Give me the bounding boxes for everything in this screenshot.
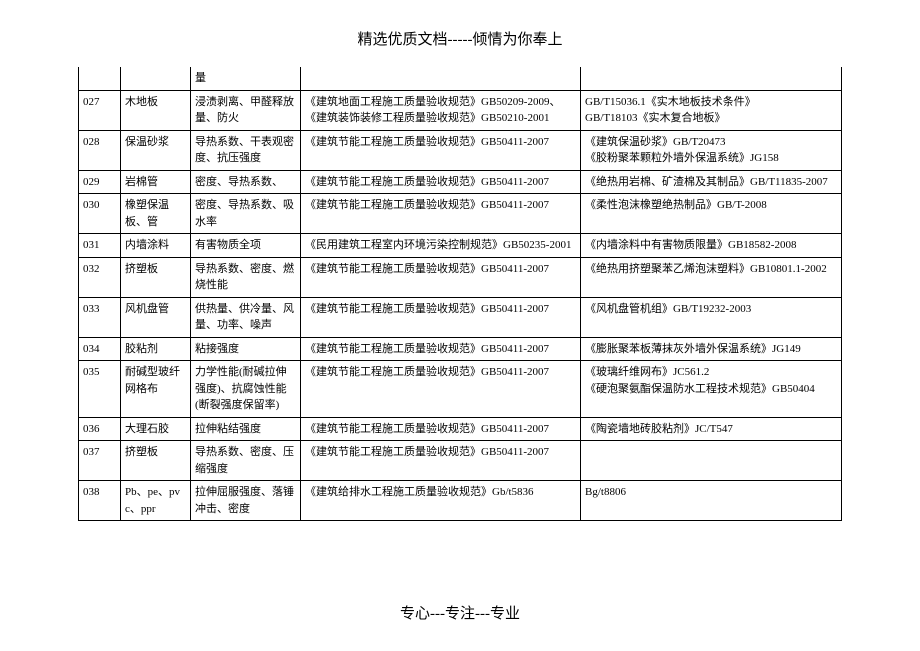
table-row: 030橡塑保温板、管密度、导热系数、吸水率《建筑节能工程施工质量验收规范》GB5… bbox=[79, 194, 842, 234]
table-row: 量 bbox=[79, 67, 842, 90]
table-cell: 《建筑节能工程施工质量验收规范》GB50411-2007 bbox=[301, 257, 581, 297]
table-cell: 035 bbox=[79, 361, 121, 418]
table-cell: 《风机盘管机组》GB/T19232-2003 bbox=[581, 297, 842, 337]
table-cell: 导热系数、干表观密度、抗压强度 bbox=[191, 130, 301, 170]
table-cell: 有害物质全项 bbox=[191, 234, 301, 258]
table-container: 量027木地板浸渍剥离、甲醛释放量、防火《建筑地面工程施工质量验收规范》GB50… bbox=[78, 67, 842, 521]
table-row: 034胶粘剂粘接强度《建筑节能工程施工质量验收规范》GB50411-2007《膨… bbox=[79, 337, 842, 361]
table-cell: 《绝热用岩棉、矿渣棉及其制品》GB/T11835-2007 bbox=[581, 170, 842, 194]
table-cell bbox=[581, 67, 842, 90]
table-cell: 《玻璃纤维网布》JC561.2《硬泡聚氨酯保温防水工程技术规范》GB50404 bbox=[581, 361, 842, 418]
table-cell: 《内墙涂料中有害物质限量》GB18582-2008 bbox=[581, 234, 842, 258]
table-cell: 密度、导热系数、吸水率 bbox=[191, 194, 301, 234]
table-cell: 《建筑节能工程施工质量验收规范》GB50411-2007 bbox=[301, 361, 581, 418]
table-cell: 橡塑保温板、管 bbox=[121, 194, 191, 234]
table-cell: 量 bbox=[191, 67, 301, 90]
table-row: 027木地板浸渍剥离、甲醛释放量、防火《建筑地面工程施工质量验收规范》GB502… bbox=[79, 90, 842, 130]
table-cell: 风机盘管 bbox=[121, 297, 191, 337]
table-cell bbox=[301, 67, 581, 90]
table-cell: 拉伸屈服强度、落锤冲击、密度 bbox=[191, 481, 301, 521]
table-cell: 供热量、供冷量、风量、功率、噪声 bbox=[191, 297, 301, 337]
table-cell: 密度、导热系数、 bbox=[191, 170, 301, 194]
table-cell: 031 bbox=[79, 234, 121, 258]
table-cell: 粘接强度 bbox=[191, 337, 301, 361]
table-cell: 浸渍剥离、甲醛释放量、防火 bbox=[191, 90, 301, 130]
table-cell: 034 bbox=[79, 337, 121, 361]
table-cell: 胶粘剂 bbox=[121, 337, 191, 361]
table-cell: Bg/t8806 bbox=[581, 481, 842, 521]
table-cell: 内墙涂料 bbox=[121, 234, 191, 258]
table-cell bbox=[121, 67, 191, 90]
table-cell: 力学性能(耐碱拉伸强度)、抗腐蚀性能(断裂强度保留率) bbox=[191, 361, 301, 418]
table-row: 031内墙涂料有害物质全项《民用建筑工程室内环境污染控制规范》GB50235-2… bbox=[79, 234, 842, 258]
table-row: 035耐碱型玻纤网格布力学性能(耐碱拉伸强度)、抗腐蚀性能(断裂强度保留率)《建… bbox=[79, 361, 842, 418]
table-cell: 挤塑板 bbox=[121, 441, 191, 481]
table-cell: 《建筑节能工程施工质量验收规范》GB50411-2007 bbox=[301, 417, 581, 441]
table-row: 028保温砂浆导热系数、干表观密度、抗压强度《建筑节能工程施工质量验收规范》GB… bbox=[79, 130, 842, 170]
table-cell bbox=[79, 67, 121, 90]
table-row: 038Pb、pe、pvc、ppr拉伸屈服强度、落锤冲击、密度《建筑给排水工程施工… bbox=[79, 481, 842, 521]
table-cell: 《建筑节能工程施工质量验收规范》GB50411-2007 bbox=[301, 441, 581, 481]
table-row: 036大理石胶拉伸粘结强度《建筑节能工程施工质量验收规范》GB50411-200… bbox=[79, 417, 842, 441]
table-cell: 037 bbox=[79, 441, 121, 481]
table-cell: 拉伸粘结强度 bbox=[191, 417, 301, 441]
table-cell: 保温砂浆 bbox=[121, 130, 191, 170]
table-cell: 《建筑节能工程施工质量验收规范》GB50411-2007 bbox=[301, 170, 581, 194]
table-cell: 《建筑地面工程施工质量验收规范》GB50209-2009、《建筑装饰装修工程质量… bbox=[301, 90, 581, 130]
table-cell: 029 bbox=[79, 170, 121, 194]
table-cell: 030 bbox=[79, 194, 121, 234]
table-row: 032挤塑板导热系数、密度、燃烧性能《建筑节能工程施工质量验收规范》GB5041… bbox=[79, 257, 842, 297]
table-cell: 挤塑板 bbox=[121, 257, 191, 297]
table-cell: 《建筑节能工程施工质量验收规范》GB50411-2007 bbox=[301, 337, 581, 361]
table-row: 037挤塑板导热系数、密度、压缩强度《建筑节能工程施工质量验收规范》GB5041… bbox=[79, 441, 842, 481]
table-cell: 《建筑给排水工程施工质量验收规范》Gb/t5836 bbox=[301, 481, 581, 521]
table-cell: 《柔性泡沫橡塑绝热制品》GB/T-2008 bbox=[581, 194, 842, 234]
table-cell: 《民用建筑工程室内环境污染控制规范》GB50235-2001 bbox=[301, 234, 581, 258]
table-cell: 《建筑保温砂浆》GB/T20473《胶粉聚苯颗粒外墙外保温系统》JG158 bbox=[581, 130, 842, 170]
table-cell: Pb、pe、pvc、ppr bbox=[121, 481, 191, 521]
table-cell: 耐碱型玻纤网格布 bbox=[121, 361, 191, 418]
table-cell: GB/T15036.1《实木地板技术条件》GB/T18103《实木复合地板》 bbox=[581, 90, 842, 130]
table-cell: 岩棉管 bbox=[121, 170, 191, 194]
table-row: 029岩棉管密度、导热系数、《建筑节能工程施工质量验收规范》GB50411-20… bbox=[79, 170, 842, 194]
table-cell: 038 bbox=[79, 481, 121, 521]
table-row: 033风机盘管供热量、供冷量、风量、功率、噪声《建筑节能工程施工质量验收规范》G… bbox=[79, 297, 842, 337]
table-cell: 《建筑节能工程施工质量验收规范》GB50411-2007 bbox=[301, 130, 581, 170]
table-cell: 木地板 bbox=[121, 90, 191, 130]
table-cell: 导热系数、密度、燃烧性能 bbox=[191, 257, 301, 297]
standards-table: 量027木地板浸渍剥离、甲醛释放量、防火《建筑地面工程施工质量验收规范》GB50… bbox=[78, 67, 842, 521]
table-cell: 032 bbox=[79, 257, 121, 297]
table-cell: 036 bbox=[79, 417, 121, 441]
table-cell: 《建筑节能工程施工质量验收规范》GB50411-2007 bbox=[301, 194, 581, 234]
table-cell: 033 bbox=[79, 297, 121, 337]
table-cell: 《建筑节能工程施工质量验收规范》GB50411-2007 bbox=[301, 297, 581, 337]
table-cell: 《膨胀聚苯板薄抹灰外墙外保温系统》JG149 bbox=[581, 337, 842, 361]
table-cell: 大理石胶 bbox=[121, 417, 191, 441]
table-cell: 导热系数、密度、压缩强度 bbox=[191, 441, 301, 481]
page-footer: 专心---专注---专业 bbox=[0, 602, 920, 623]
table-cell: 《绝热用挤塑聚苯乙烯泡沫塑料》GB10801.1-2002 bbox=[581, 257, 842, 297]
page-header: 精选优质文档-----倾情为你奉上 bbox=[0, 0, 920, 67]
table-cell: 028 bbox=[79, 130, 121, 170]
table-cell: 027 bbox=[79, 90, 121, 130]
table-cell bbox=[581, 441, 842, 481]
table-cell: 《陶瓷墙地砖胶粘剂》JC/T547 bbox=[581, 417, 842, 441]
